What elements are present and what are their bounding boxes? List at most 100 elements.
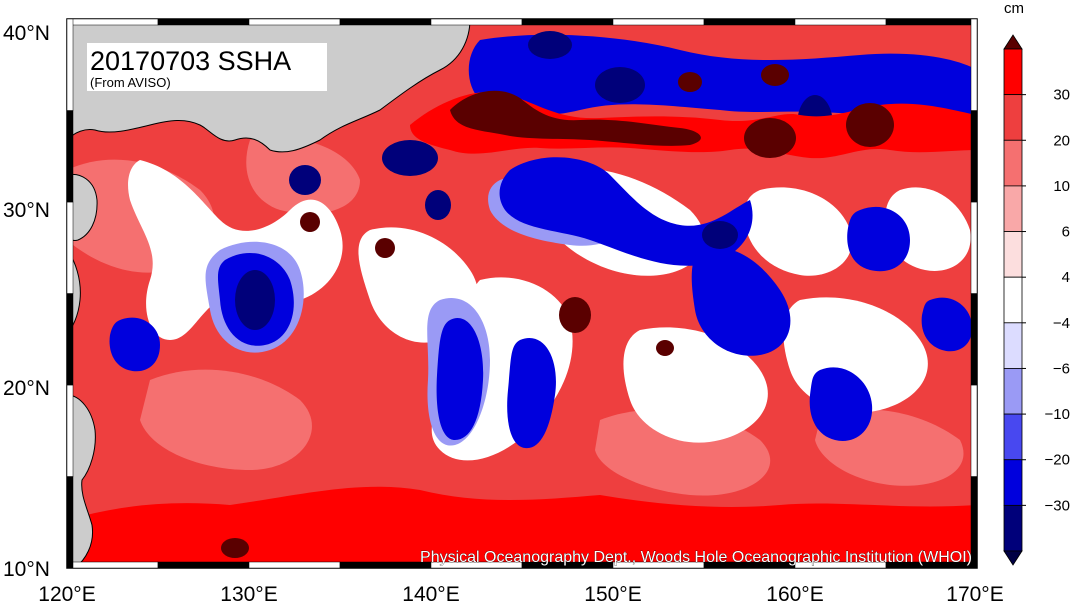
lat-label-30: 30°N xyxy=(3,199,50,222)
cold-eddy xyxy=(809,367,873,441)
cold-eddy-core xyxy=(595,67,645,103)
land-philippines xyxy=(67,394,96,568)
frame-bar-segment xyxy=(703,18,796,26)
near-zero-meander xyxy=(744,187,852,276)
frame-bar-segment xyxy=(970,110,978,203)
frame-bar-segment xyxy=(970,384,978,477)
colorbar-swatch xyxy=(1003,139,1023,187)
kuroshio-warm-core xyxy=(450,90,701,146)
cold-eddy xyxy=(691,247,791,356)
frame-bar-segment xyxy=(339,561,432,569)
cold-eddy-core xyxy=(702,221,738,249)
warm-eddy-core xyxy=(744,118,796,158)
colorbar-tick-label: −4 xyxy=(1053,315,1070,332)
colorbar-swatches xyxy=(1003,34,1023,566)
lon-label-160: 160°E xyxy=(766,583,823,606)
lat-label-40: 40°N xyxy=(3,22,50,45)
colorbar-swatch xyxy=(1003,413,1023,461)
lon-label-120: 120°E xyxy=(38,583,95,606)
frame-bar-segment xyxy=(970,201,978,294)
frame-bar-segment xyxy=(794,18,887,26)
colorbar-tick-label: −6 xyxy=(1053,360,1070,377)
lat-label-10: 10°N xyxy=(3,558,50,581)
frame-bar-segment xyxy=(248,561,341,569)
lon-label-150: 150°E xyxy=(584,583,641,606)
colorbar-swatch xyxy=(1003,94,1023,141)
frame-bar-segment xyxy=(66,201,74,294)
warm-eddy-core xyxy=(678,72,702,92)
colorbar-swatch xyxy=(1003,48,1023,96)
frame-bar-segment xyxy=(66,18,74,111)
colorbar-unit: cm xyxy=(1004,0,1024,17)
lon-label-130: 130°E xyxy=(220,583,277,606)
warm-eddy-core xyxy=(846,103,894,147)
frame-bar-segment xyxy=(66,561,159,569)
colorbar-swatch xyxy=(1003,459,1023,506)
frame-bar-segment xyxy=(970,18,978,111)
credit-text: Physical Oceanography Dept., Woods Hole … xyxy=(420,549,972,566)
cold-eddy xyxy=(499,157,753,266)
lat-label-20: 20°N xyxy=(3,377,50,400)
map-title: 20170703 SSHA xyxy=(90,46,291,76)
colorbar-swatch xyxy=(1003,185,1023,232)
frame-bar-segment xyxy=(66,110,74,203)
cold-eddy-core xyxy=(382,140,438,176)
cold-eddy-core xyxy=(235,270,275,330)
warm-eddy-core xyxy=(761,64,789,86)
colorbar-ticks: 30 20 10 6 4 −4 −6 −10 −20 −30 xyxy=(1022,87,1070,514)
colorbar-swatch xyxy=(1003,322,1023,369)
ssha-field xyxy=(67,19,977,568)
frame-bar-segment xyxy=(248,18,341,26)
colorbar-swatch xyxy=(1003,276,1023,324)
cold-eddy-core xyxy=(289,165,321,195)
frame-bar-segment xyxy=(612,18,705,26)
title-background xyxy=(87,43,327,91)
frame-bars xyxy=(66,18,978,569)
colorbar-tick-label: 6 xyxy=(1062,224,1070,241)
frame-bar-segment xyxy=(885,18,978,26)
colorbar-tick-label: −30 xyxy=(1045,497,1070,514)
near-zero-meander xyxy=(623,327,768,443)
map-subtitle: (From AVISO) xyxy=(90,75,171,90)
kuroshio-warm-meander xyxy=(410,91,977,159)
colorbar-swatch xyxy=(1003,550,1023,566)
frame-bar-segment xyxy=(66,18,159,26)
light-red-patch xyxy=(140,369,312,470)
cold-eddy xyxy=(468,34,977,120)
latitude-labels: 40°N 30°N 20°N 10°N xyxy=(3,22,50,581)
warm-eddy-core xyxy=(656,340,674,356)
longitude-labels: 120°E 130°E 140°E 150°E 160°E 170°E xyxy=(38,583,1003,606)
frame-bar-segment xyxy=(970,293,978,386)
colorbar-tick-label: 30 xyxy=(1053,87,1070,104)
cold-eddy xyxy=(109,317,160,372)
frame-bar-segment xyxy=(66,476,74,569)
frame-bar-segment xyxy=(157,18,250,26)
warm-eddy-core xyxy=(300,212,320,232)
cold-eddy xyxy=(507,338,556,449)
cold-eddy xyxy=(847,206,910,272)
colorbar-tick-label: 20 xyxy=(1053,132,1070,149)
colorbar-tick-label: 4 xyxy=(1062,269,1070,286)
frame-bar-segment xyxy=(157,561,250,569)
frame-bar-segment xyxy=(339,18,432,26)
frame-bar-segment xyxy=(66,293,74,386)
lon-label-140: 140°E xyxy=(402,583,459,606)
colorbar-tick-label: 10 xyxy=(1053,178,1070,195)
colorbar-swatch xyxy=(1003,368,1023,415)
frame-bar-segment xyxy=(66,384,74,477)
title-box: 20170703 SSHA (From AVISO) xyxy=(87,43,327,91)
colorbar-swatch xyxy=(1003,231,1023,278)
warm-eddy-core xyxy=(221,538,249,558)
warm-eddy-core xyxy=(559,297,591,333)
southern-warm-band xyxy=(67,486,977,568)
cold-eddy xyxy=(921,297,973,352)
colorbar-tick-label: −10 xyxy=(1045,406,1070,423)
cold-eddy-core xyxy=(425,190,451,220)
lon-label-170: 170°E xyxy=(946,583,1003,606)
cold-eddy xyxy=(436,318,484,440)
frame-bar-segment xyxy=(430,18,523,26)
cold-eddy-core xyxy=(528,31,572,59)
colorbar: cm 30 20 10 6 4 −4 −6 −10 −20 −30 xyxy=(1003,0,1070,566)
